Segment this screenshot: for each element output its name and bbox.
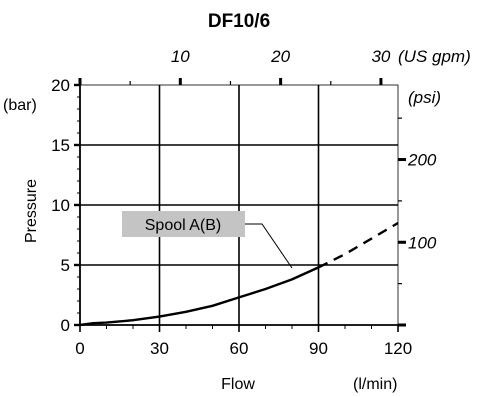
top-axis-unit: (US gpm) [398, 47, 471, 66]
y-tick-label: 15 [51, 136, 70, 155]
y-tick-label: 10 [51, 196, 70, 215]
top-tick-label: 20 [270, 47, 290, 66]
series-label: Spool A(B) [145, 217, 221, 234]
right-axis-unit: (psi) [408, 88, 441, 107]
x-tick-label: 0 [75, 339, 84, 358]
series-callout: Spool A(B) [122, 211, 293, 269]
y-axis-unit: (bar) [3, 97, 37, 114]
x-axis-unit: (l/min) [353, 376, 397, 393]
series-group [79, 221, 399, 327]
y-tick-label: 0 [61, 316, 70, 335]
grid-lines [80, 85, 398, 325]
series-leader-line [245, 223, 293, 269]
right-tick-label: 100 [408, 233, 437, 252]
chart-title: DF10/6 [208, 11, 270, 32]
x-axis-label: Flow [221, 376, 255, 393]
y-tick-label: 20 [51, 76, 70, 95]
y-tick-label: 5 [61, 256, 70, 275]
right-tick-label: 200 [407, 151, 437, 170]
x-tick-label: 90 [309, 339, 328, 358]
series-line-solid [79, 266, 319, 327]
y-axis-label: Pressure [23, 179, 40, 243]
top-tick-label: 10 [171, 47, 190, 66]
x-tick-label: 60 [230, 339, 249, 358]
tick-labels: 0 30 60 90 120 0 5 10 15 20 10 20 30 100 200 [51, 47, 437, 358]
x-tick-label: 120 [384, 339, 412, 358]
x-tick-label: 30 [150, 339, 169, 358]
axis-ticks [74, 78, 406, 332]
series-label-box [122, 211, 245, 237]
top-tick-label: 30 [371, 47, 390, 66]
series-line-dashed [317, 221, 399, 269]
